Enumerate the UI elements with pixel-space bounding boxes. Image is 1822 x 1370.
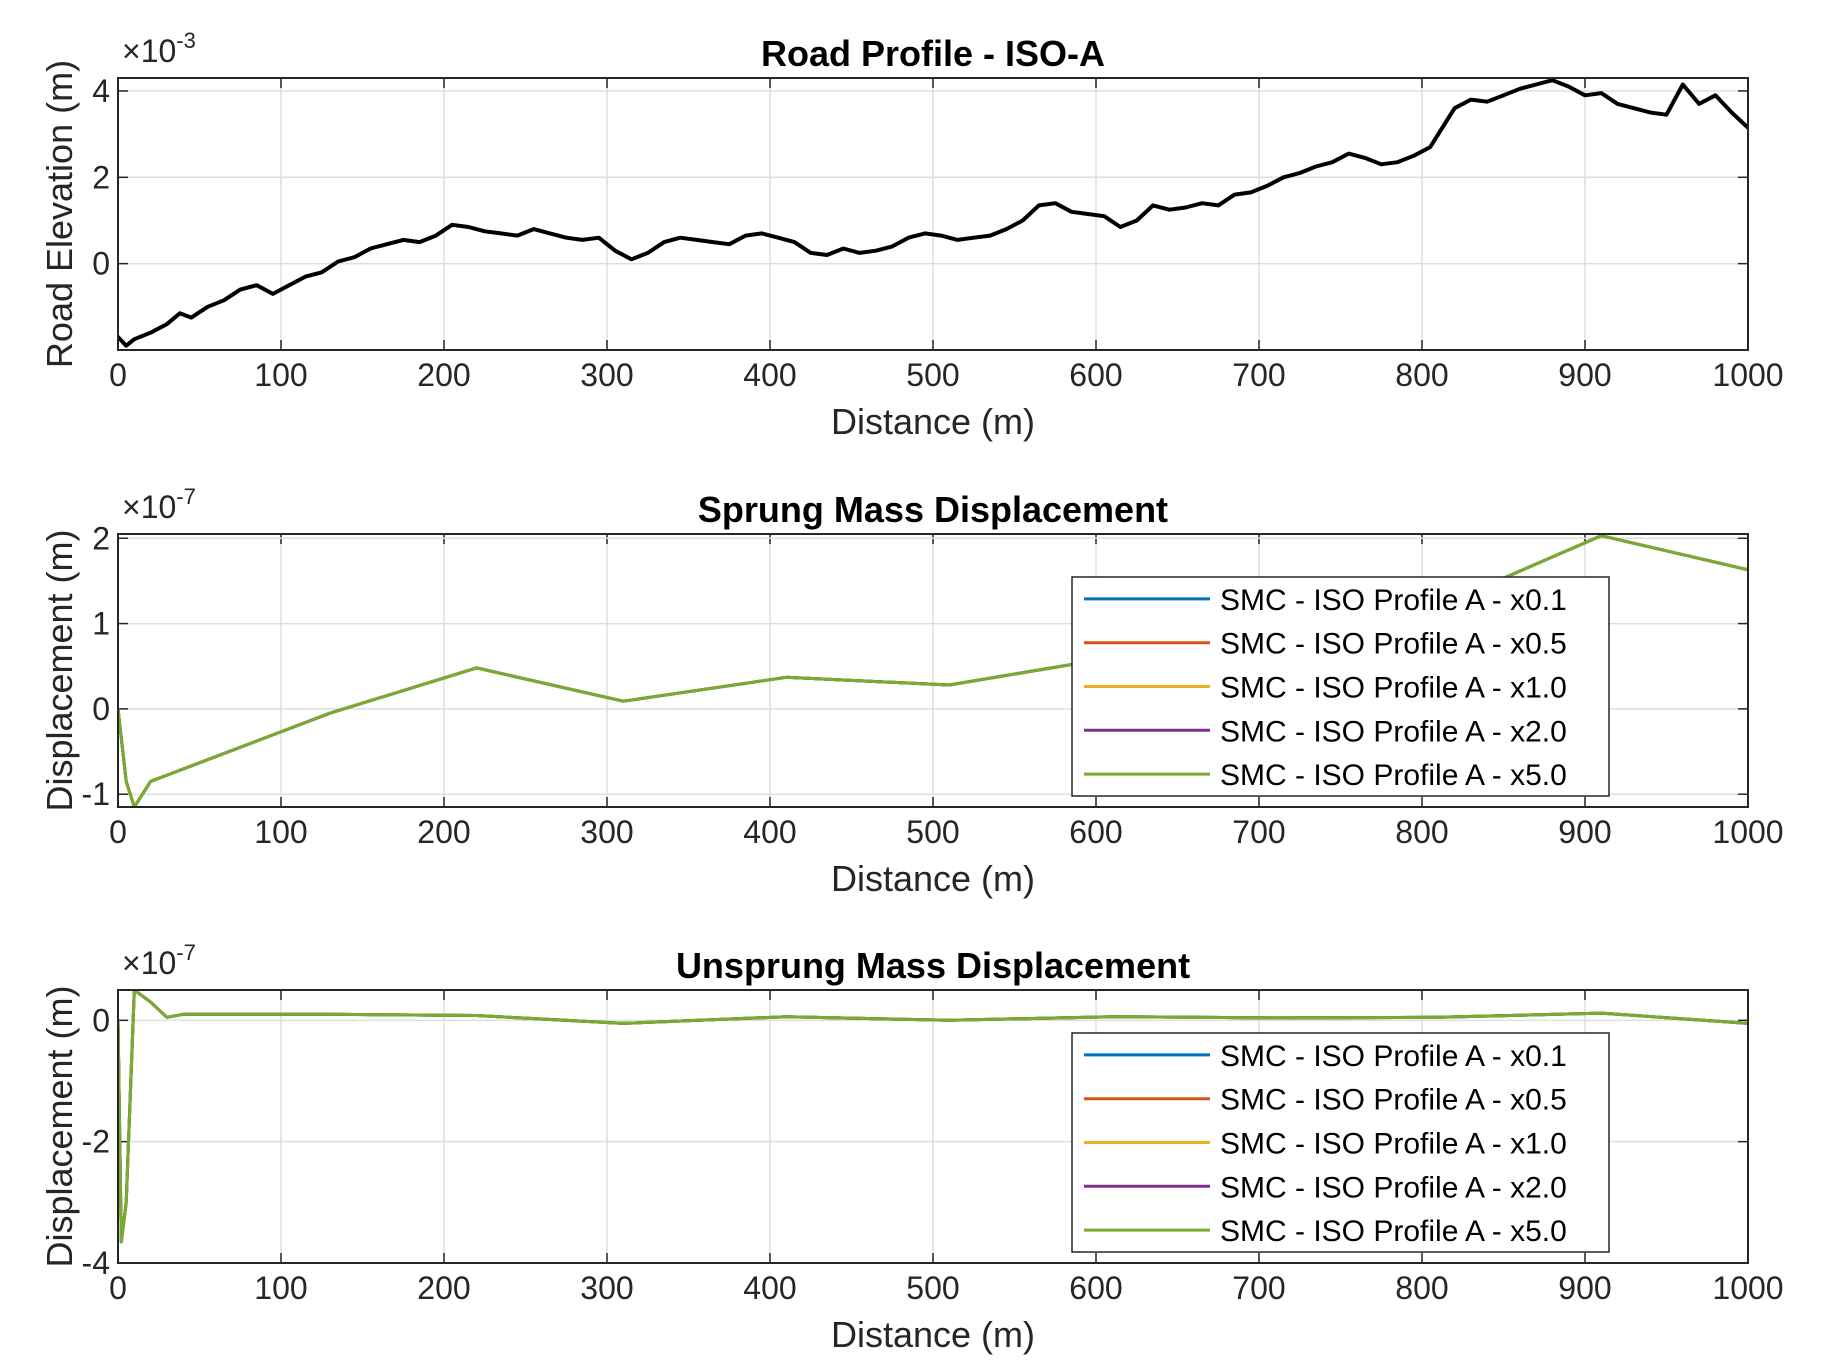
x-tick-label: 200 — [417, 814, 470, 850]
y-tick-label: 2 — [92, 159, 110, 195]
legend-label: SMC - ISO Profile A - x0.5 — [1220, 628, 1567, 661]
legend-label: SMC - ISO Profile A - x5.0 — [1220, 1215, 1567, 1248]
x-tick-label: 600 — [1069, 814, 1122, 850]
chart-title: Road Profile - ISO-A — [761, 33, 1105, 74]
x-tick-label: 300 — [580, 357, 633, 393]
x-tick-label: 100 — [254, 814, 307, 850]
x-tick-label: 0 — [109, 1270, 127, 1306]
x-tick-label: 1000 — [1712, 357, 1783, 393]
y-exponent: ×10-7 — [122, 940, 196, 981]
x-tick-label: 200 — [417, 357, 470, 393]
legend-label: SMC - ISO Profile A - x1.0 — [1220, 672, 1567, 705]
x-tick-label: 500 — [906, 814, 959, 850]
x-axis-label: Distance (m) — [831, 1314, 1035, 1355]
x-tick-label: 100 — [254, 1270, 307, 1306]
y-exponent-base: ×10 — [122, 489, 176, 525]
x-tick-label: 800 — [1395, 814, 1448, 850]
y-tick-label: 0 — [92, 691, 110, 727]
y-axis-label: Displacement (m) — [39, 529, 80, 811]
x-axis-label: Distance (m) — [831, 858, 1035, 899]
x-tick-label: 900 — [1558, 1270, 1611, 1306]
y-exponent-power: -7 — [176, 940, 196, 965]
legend-label: SMC - ISO Profile A - x5.0 — [1220, 759, 1567, 792]
legend-label: SMC - ISO Profile A - x0.1 — [1220, 1040, 1567, 1073]
y-exponent: ×10-3 — [122, 28, 196, 69]
y-exponent: ×10-7 — [122, 484, 196, 525]
y-exponent-power: -7 — [176, 484, 196, 509]
y-tick-label: 1 — [92, 606, 110, 642]
legend-label: SMC - ISO Profile A - x1.0 — [1220, 1128, 1567, 1161]
x-tick-label: 800 — [1395, 357, 1448, 393]
x-tick-label: 900 — [1558, 814, 1611, 850]
y-tick-label: -4 — [82, 1245, 110, 1281]
x-tick-label: 200 — [417, 1270, 470, 1306]
y-tick-label: 4 — [92, 73, 110, 109]
x-tick-label: 700 — [1232, 814, 1285, 850]
y-tick-label: 0 — [92, 1002, 110, 1038]
chart-title: Sprung Mass Displacement — [698, 489, 1168, 530]
legend-label: SMC - ISO Profile A - x0.1 — [1220, 584, 1567, 617]
y-axis-label: Road Elevation (m) — [39, 60, 80, 368]
x-tick-label: 300 — [580, 1270, 633, 1306]
x-tick-label: 400 — [743, 1270, 796, 1306]
y-exponent-base: ×10 — [122, 33, 176, 69]
legend-label: SMC - ISO Profile A - x0.5 — [1220, 1084, 1567, 1117]
x-tick-label: 800 — [1395, 1270, 1448, 1306]
x-tick-label: 700 — [1232, 1270, 1285, 1306]
series-line-5 — [118, 990, 1748, 1244]
x-tick-label: 500 — [906, 1270, 959, 1306]
x-tick-label: 400 — [743, 357, 796, 393]
x-tick-label: 400 — [743, 814, 796, 850]
series-line-1 — [118, 78, 1748, 348]
y-tick-label: 0 — [92, 246, 110, 282]
x-tick-label: 300 — [580, 814, 633, 850]
x-tick-label: 0 — [109, 357, 127, 393]
x-tick-label: 0 — [109, 814, 127, 850]
y-exponent-base: ×10 — [122, 945, 176, 981]
x-tick-label: 700 — [1232, 357, 1285, 393]
x-tick-label: 900 — [1558, 357, 1611, 393]
x-tick-label: 100 — [254, 357, 307, 393]
legend: SMC - ISO Profile A - x0.1 SMC - ISO Prof… — [1071, 576, 1610, 797]
y-tick-label: -1 — [82, 776, 110, 812]
axes-box — [117, 533, 1749, 808]
y-tick-label: -2 — [82, 1124, 110, 1160]
chart-2: 0 100 200 300 400 500 600 700 800 900 1000-1012Spr… — [39, 484, 1784, 899]
x-tick-label: 600 — [1069, 1270, 1122, 1306]
legend: SMC - ISO Profile A - x0.1 SMC - ISO Prof… — [1071, 1032, 1610, 1253]
chart-3: 0 100 200 300 400 500 600 700 800 900 1000 -4 -2 0 Uns… — [39, 940, 1784, 1355]
x-tick-label: 1000 — [1712, 1270, 1783, 1306]
axes-box — [117, 989, 1749, 1264]
axes-box — [117, 77, 1749, 351]
chart-1: 0 100 200 300 400 500 600 700 800 900 1000 0 2 4 Road … — [39, 28, 1784, 442]
y-axis-label: Displacement (m) — [39, 985, 80, 1267]
chart-title: Unsprung Mass Displacement — [676, 945, 1190, 986]
x-tick-label: 1000 — [1712, 814, 1783, 850]
legend-label: SMC - ISO Profile A - x2.0 — [1220, 1171, 1567, 1204]
x-axis-label: Distance (m) — [831, 401, 1035, 442]
y-exponent-power: -3 — [176, 28, 196, 53]
y-tick-label: 2 — [92, 520, 110, 556]
legend-label: SMC - ISO Profile A - x2.0 — [1220, 715, 1567, 748]
x-tick-label: 600 — [1069, 357, 1122, 393]
x-tick-label: 500 — [906, 357, 959, 393]
